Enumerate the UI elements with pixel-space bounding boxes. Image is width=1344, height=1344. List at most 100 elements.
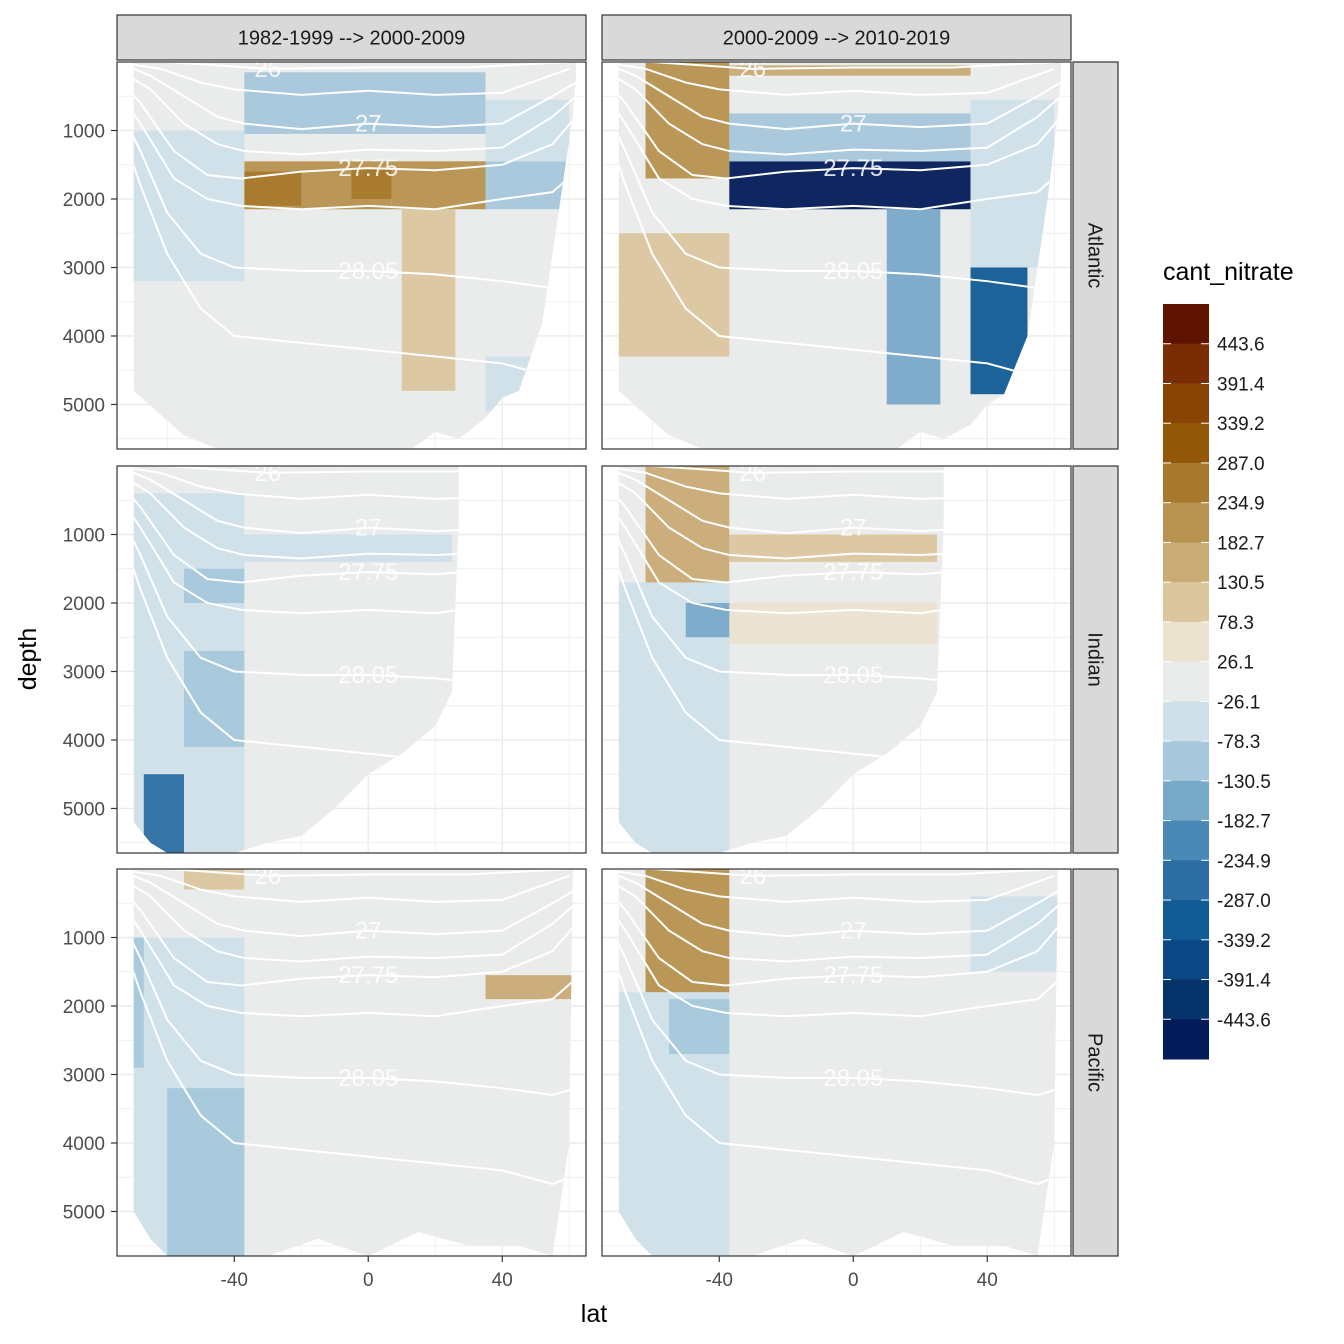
isopycnal-lines: 26 27 27.75 28.05 <box>618 62 1061 379</box>
isopycnal-26 <box>618 466 944 474</box>
y-tick-label: 2000 <box>63 594 105 615</box>
isopycnal-28.05 <box>618 909 1058 1097</box>
row-strip-label: Indian <box>1084 632 1106 687</box>
y-tick-label: 3000 <box>63 662 105 683</box>
isopycnal-27 <box>618 62 1061 131</box>
isopycnal-28.1 <box>133 116 570 379</box>
isopycnal-label: 28.05 <box>338 1065 398 1092</box>
legend-color-band <box>1163 701 1209 742</box>
row-strip-label: Atlantic <box>1084 223 1106 289</box>
isopycnal-label: 27 <box>355 918 382 945</box>
legend-label: 443.6 <box>1217 335 1265 356</box>
legend-color-band <box>1163 741 1209 782</box>
legend-color-band <box>1163 423 1209 464</box>
contour-region <box>133 130 245 282</box>
isopycnal-27.5 <box>133 67 576 156</box>
isopycnal-27.9 <box>618 88 1061 211</box>
isopycnal-28.05 <box>133 506 459 694</box>
legend-label: 234.9 <box>1217 494 1265 515</box>
contour-region <box>685 602 730 638</box>
panel-field: 26 27 27.75 28.05 <box>133 869 573 1256</box>
isopycnal-26 <box>133 466 459 474</box>
row-strip <box>1072 465 1119 854</box>
legend-label: 26.1 <box>1217 653 1254 674</box>
isopycnal-28.05 <box>133 909 573 1097</box>
isopycnal-27.5 <box>133 471 459 560</box>
isopycnal-27.75 <box>618 75 1061 180</box>
column-strip-label: 1982-1999 --> 2000-2009 <box>238 28 465 50</box>
plot-layer: 26 27 27.75 28.05 26 27 27.75 28.05 26 27 27.75 28.… <box>116 61 1072 1257</box>
isopycnal-label: 27.75 <box>823 962 883 989</box>
y-tick-label: 4000 <box>63 327 105 348</box>
isopycnal-26 <box>618 62 1055 70</box>
row-strip <box>1072 868 1119 1257</box>
legend-color-band <box>1163 820 1209 861</box>
isopycnal-26.5 <box>618 62 1055 96</box>
panel-border <box>601 465 1072 854</box>
panel-border <box>601 868 1072 1257</box>
y-tick-label: 4000 <box>63 731 105 752</box>
isopycnal-label: 27 <box>840 111 867 138</box>
isopycnal-27.75 <box>618 479 944 584</box>
isopycnal-label: 26 <box>739 863 766 890</box>
panel-pacific-1: 26 27 27.75 28.05 <box>601 863 1072 1257</box>
contour-region <box>970 99 1055 268</box>
isopycnal-lines: 26 27 27.75 28.05 <box>133 62 576 379</box>
isopycnal-27.5 <box>618 471 944 560</box>
isopycnal-27.75 <box>133 479 459 584</box>
isopycnal-26 <box>618 869 1055 877</box>
isopycnal-label: 27.75 <box>823 155 883 182</box>
isopycnal-27 <box>133 62 576 131</box>
column-strip <box>601 14 1072 61</box>
legend-color-band <box>1163 343 1209 384</box>
isopycnal-28.05 <box>618 506 944 694</box>
legend-title: cant_nitrate <box>1163 258 1294 286</box>
legend-label: 78.3 <box>1217 613 1254 634</box>
isopycnal-27.5 <box>618 67 1061 156</box>
contour-region <box>729 602 937 645</box>
isopycnal-label: 28.05 <box>823 662 883 689</box>
legend-label: -339.2 <box>1217 931 1271 952</box>
contour-region <box>184 568 245 603</box>
legend-label: -391.4 <box>1217 971 1271 992</box>
facet-strips: 1982-1999 --> 2000-2009 2000-2009 --> 201… <box>116 14 1119 1257</box>
y-tick-label: 4000 <box>63 1134 105 1155</box>
legend-label: 339.2 <box>1217 414 1265 435</box>
isopycnal-label: 27.75 <box>338 962 398 989</box>
legend-color-band <box>1163 462 1209 504</box>
isopycnal-27.9 <box>618 492 944 615</box>
contour-region <box>970 896 1058 972</box>
isopycnal-28.1 <box>618 116 1055 379</box>
y-tick-label: 3000 <box>63 1065 105 1086</box>
legend-color-band <box>1163 582 1209 623</box>
panel-field: 26 27 27.75 28.05 <box>133 62 576 449</box>
x-axis-title: lat <box>581 1300 607 1328</box>
contour-region <box>184 650 245 747</box>
column-strip-label: 2000-2009 --> 2010-2019 <box>723 28 950 50</box>
x-tick-label: -40 <box>706 1270 733 1291</box>
legend-label: 287.0 <box>1217 454 1265 475</box>
panel-field: 26 27 27.75 28.05 <box>133 466 459 853</box>
y-tick-label: 5000 <box>63 1202 105 1223</box>
y-tick-label: 3000 <box>63 258 105 279</box>
panel-field: 26 27 27.75 28.05 <box>618 62 1061 449</box>
contour-region <box>485 161 570 210</box>
contour-region <box>143 774 184 853</box>
isopycnal-lines: 26 27 27.75 28.05 <box>618 466 944 783</box>
legend-color-band <box>1163 860 1209 901</box>
y-tick-label: 1000 <box>63 928 105 949</box>
isopycnal-27.9 <box>133 492 459 615</box>
panel-border <box>116 868 587 1257</box>
isopycnal-27.9 <box>618 895 1058 1018</box>
y-tick-label: 1000 <box>63 525 105 546</box>
isopycnal-label: 27 <box>355 515 382 542</box>
legend-color-band <box>1163 383 1209 424</box>
contour-region <box>133 937 144 1068</box>
panel-indian-0: 26 27 27.75 28.05 <box>116 465 587 854</box>
legend-label: -26.1 <box>1217 692 1260 713</box>
isopycnal-27 <box>133 869 573 938</box>
axes: 1000200030004000500010002000300040005000… <box>63 121 998 1291</box>
isopycnal-label: 28.05 <box>823 1065 883 1092</box>
isopycnal-label: 27.75 <box>338 155 398 182</box>
isopycnal-label: 27.75 <box>338 559 398 586</box>
